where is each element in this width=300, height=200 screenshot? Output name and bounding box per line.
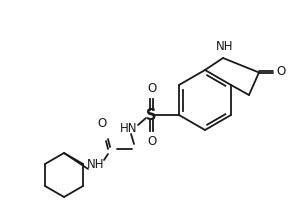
Text: O: O (276, 65, 285, 78)
Text: O: O (147, 82, 156, 95)
Text: NH: NH (87, 158, 105, 171)
Text: O: O (147, 135, 156, 148)
Text: HN: HN (120, 122, 138, 136)
Text: O: O (98, 117, 106, 130)
Text: S: S (146, 108, 156, 122)
Text: NH: NH (216, 40, 234, 53)
